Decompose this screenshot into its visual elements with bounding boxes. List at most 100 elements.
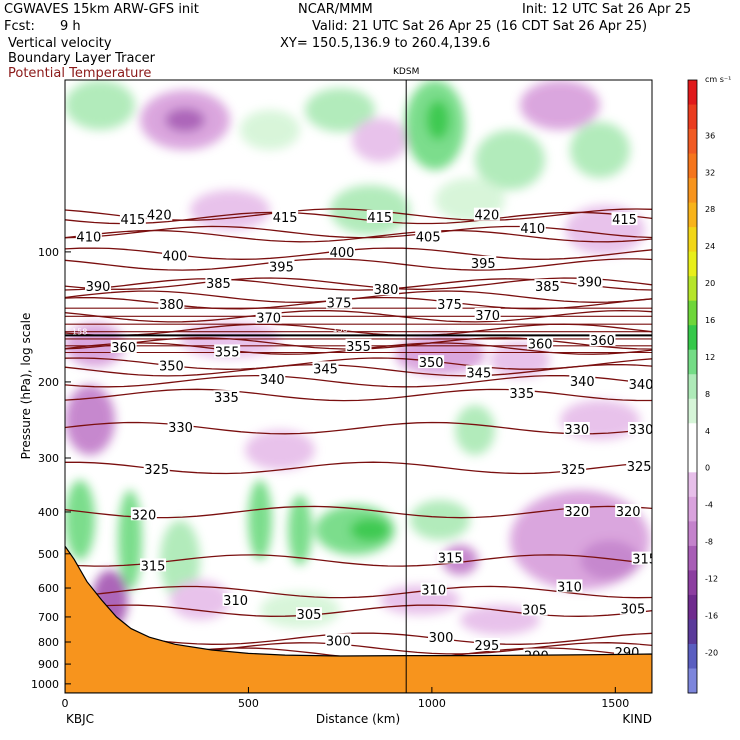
colorbar-tick-label: 4 [705, 427, 710, 436]
field-boundary-layer-tracer: Boundary Layer Tracer [8, 51, 155, 66]
downdraft-region [352, 118, 408, 162]
theta-label-bg [474, 308, 501, 322]
theta-label-bg [619, 601, 646, 615]
theta-contour-line [65, 229, 652, 243]
theta-label-bg [130, 507, 157, 521]
x-axis: 0 500 1000 1500 [62, 687, 629, 710]
theta-label-bg [158, 358, 185, 372]
theta-label-bg [615, 504, 642, 518]
colorbar-swatch [688, 325, 697, 351]
theta-label-bg [143, 461, 170, 475]
theta-label-bg [326, 295, 353, 309]
theta-label: 355 [346, 340, 371, 355]
theta-label: 300 [326, 634, 351, 649]
colorbar-swatch [688, 202, 697, 228]
theta-label-bg [527, 336, 554, 350]
colorbar-swatch [688, 300, 697, 326]
downdraft-region [245, 430, 315, 470]
theta-label: 310 [421, 584, 446, 599]
theta-contour-line [65, 585, 652, 599]
colorbar-swatch [688, 619, 697, 645]
theta-label-bg [366, 209, 393, 223]
theta-label: 340 [629, 378, 654, 393]
colorbar-swatch [688, 276, 697, 302]
theta-label: 335 [509, 387, 534, 402]
theta-label-bg [626, 458, 652, 472]
theta-label: 395 [471, 257, 496, 272]
theta-label-bg [415, 229, 442, 243]
colorbar-swatch [688, 80, 697, 106]
theta-label: 345 [466, 366, 491, 381]
colorbar-swatch [688, 447, 697, 473]
theta-label: 400 [163, 250, 188, 265]
theta-label-bg [119, 212, 146, 226]
theta-label-bg [627, 421, 652, 435]
theta-label: 390 [86, 280, 111, 295]
theta-label-bg [418, 355, 445, 369]
colorbar-tick-label: 0 [705, 464, 710, 473]
theta-label: 415 [367, 211, 392, 226]
theta-label: 415 [273, 211, 298, 226]
updraft-region [248, 480, 272, 560]
theta-label: 305 [297, 608, 322, 623]
colorbar-unit: cm s⁻¹ [705, 75, 731, 84]
theta-contour-line [65, 505, 652, 519]
downdraft-region [180, 322, 280, 358]
theta-label: 420 [147, 209, 172, 224]
theta-label-bg [213, 390, 240, 404]
colorbar-swatch [688, 104, 697, 130]
plot-frame [64, 79, 653, 694]
theta-label: 320 [616, 505, 641, 520]
updraft-region [65, 80, 135, 130]
theta-label-bg [345, 338, 372, 352]
colorbar-tick-label: 20 [705, 279, 715, 288]
colorbar-tick-label: 8 [705, 390, 710, 399]
y-axis: 100 200 300 400 500 600 700 800 900 1000 [31, 246, 71, 691]
theta-label: 295 [474, 639, 499, 654]
theta-label: 380 [374, 283, 399, 298]
colorbar-swatch [688, 521, 697, 547]
downdraft-region [190, 190, 270, 230]
downdraft-core [165, 108, 205, 132]
theta-label-bg [325, 633, 352, 647]
updraft-core [426, 100, 450, 140]
theta-label: 335 [214, 391, 239, 406]
downdraft-region [65, 385, 115, 455]
theta-label-bg [328, 244, 355, 258]
theta-label: 325 [144, 463, 169, 478]
terrain-boundary-layer [65, 545, 652, 693]
theta-label: 370 [256, 312, 281, 327]
colorbar-tick-label: -8 [705, 538, 713, 547]
colorbar-swatch [688, 349, 697, 375]
theta-label-bg [556, 579, 583, 593]
theta-label: 300 [429, 631, 454, 646]
colorbar-swatch [688, 374, 697, 400]
theta-label-bg [428, 630, 455, 644]
theta-label: 390 [577, 275, 602, 290]
theta-label: 305 [621, 602, 646, 617]
theta-contour-line [65, 225, 652, 239]
theta-label: 380 [159, 298, 184, 313]
updraft-region [410, 500, 470, 540]
y-tick-label: 900 [38, 658, 59, 671]
updraft-region [305, 88, 375, 132]
theta-label-bg [534, 279, 561, 293]
theta-label: 340 [570, 375, 595, 390]
theta-label-bg [560, 461, 587, 475]
updraft-region [65, 480, 95, 560]
tropopause-label: 158 [333, 325, 348, 334]
theta-label-bg [167, 419, 194, 433]
colorbar-swatch [688, 153, 697, 179]
x-axis-label: Distance (km) [316, 712, 400, 726]
theta-label: 345 [313, 362, 338, 377]
theta-label: 310 [557, 580, 582, 595]
x-tick-label: 1500 [601, 697, 629, 710]
theta-label-bg [563, 421, 590, 435]
theta-label: 370 [475, 309, 500, 324]
updraft-region [240, 110, 300, 150]
valid-time: Valid: 21 UTC Sat 26 Apr 25 (16 CDT Sat … [312, 19, 648, 34]
theta-label: 350 [419, 356, 444, 371]
theta-label: 415 [120, 213, 145, 228]
